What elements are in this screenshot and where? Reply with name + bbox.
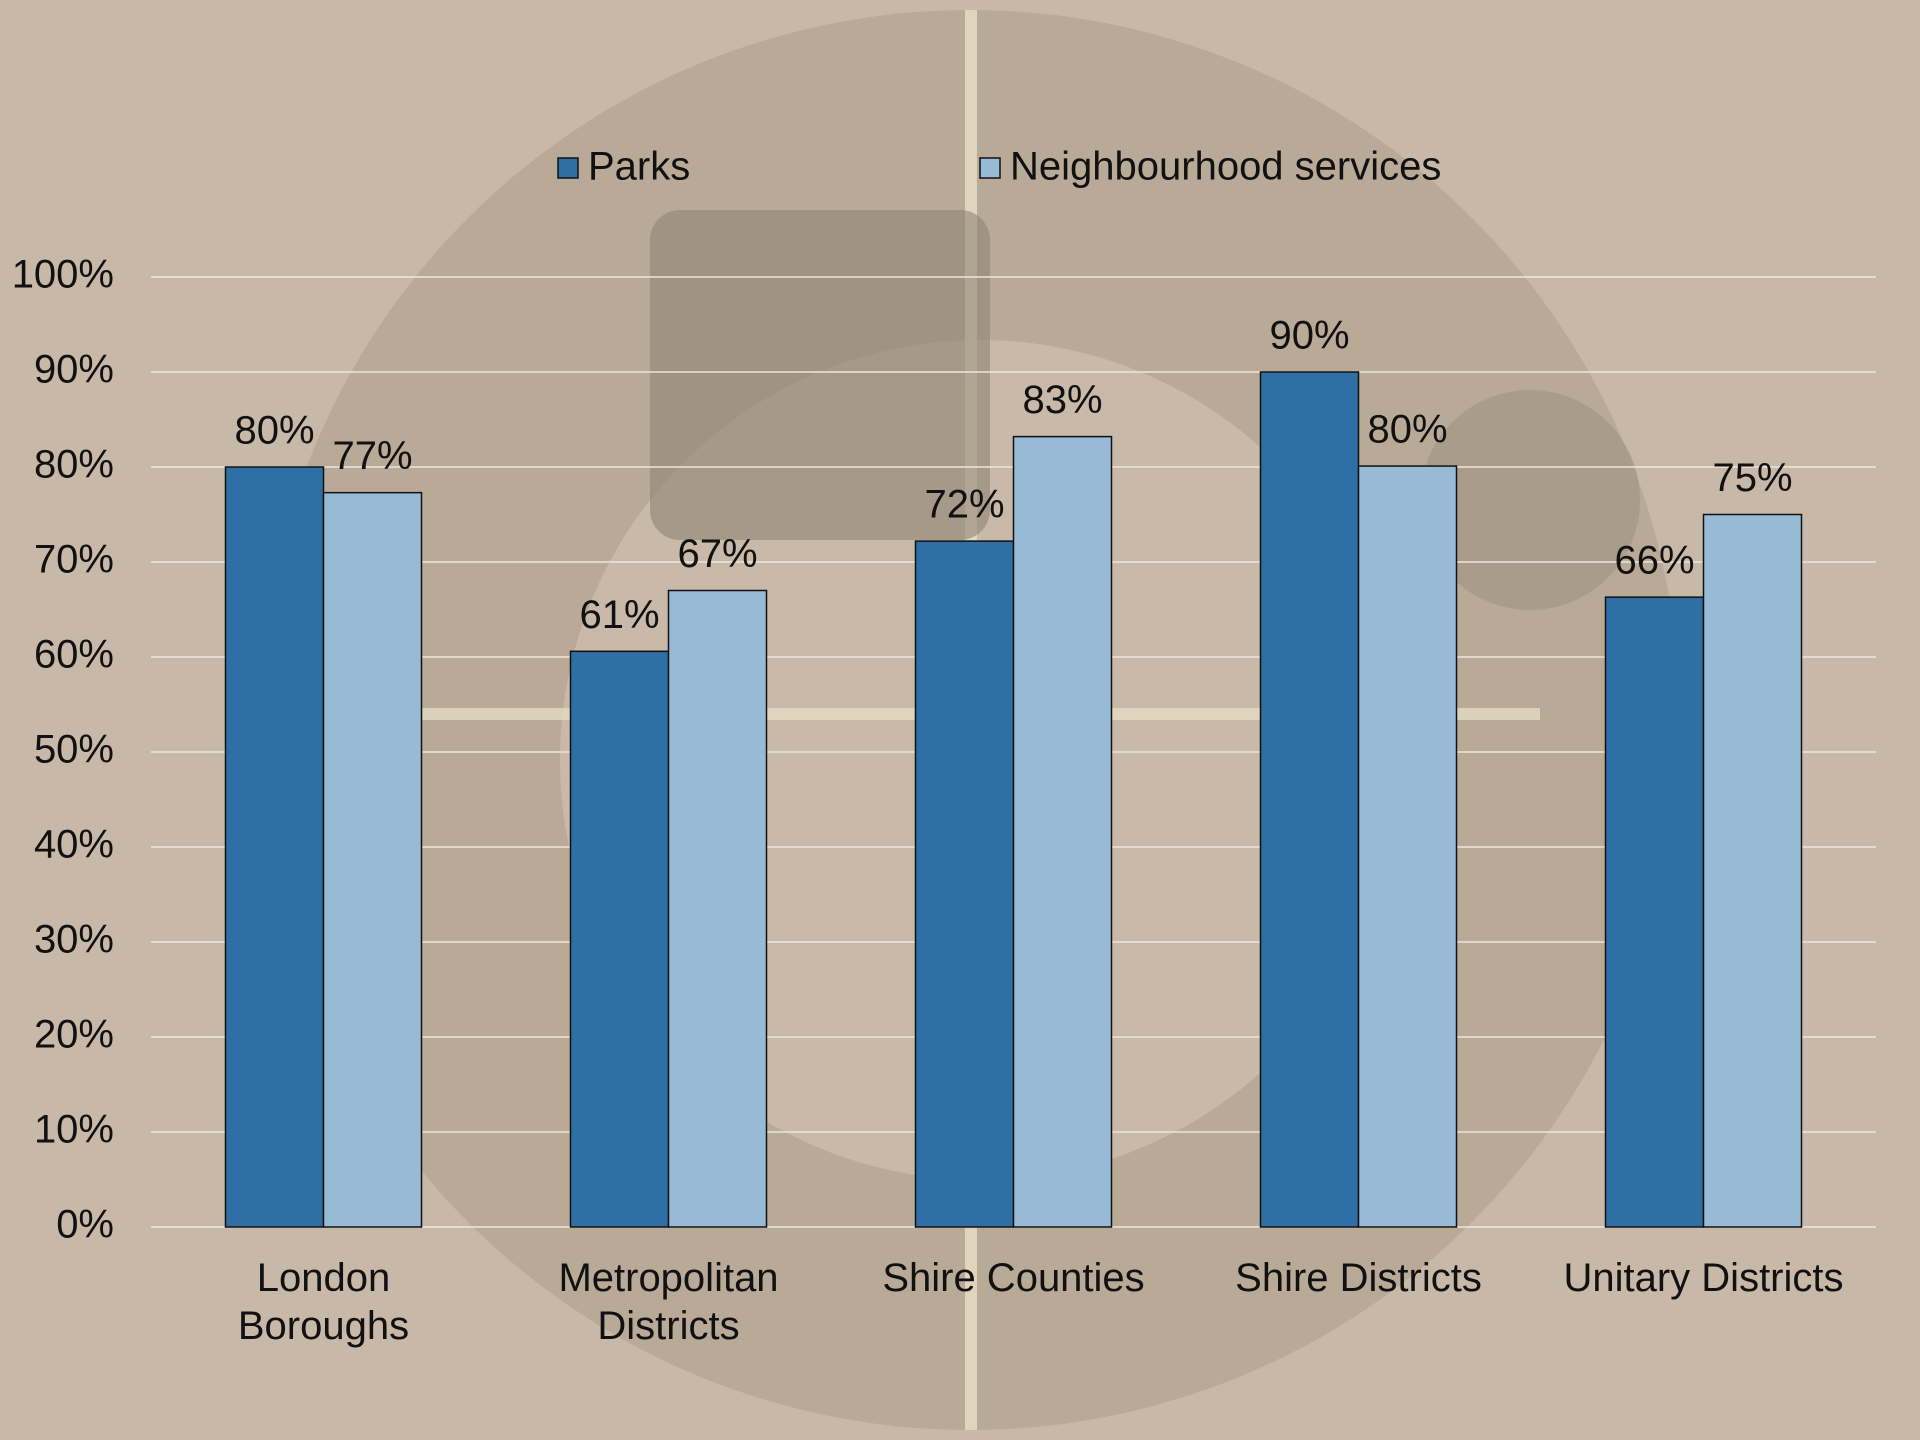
bar: [226, 467, 324, 1227]
x-tick-label: London Boroughs: [174, 1254, 474, 1350]
y-tick-label: 60%: [34, 633, 114, 677]
y-tick-label: 80%: [34, 443, 114, 487]
legend-label: Neighbourhood services: [1010, 145, 1441, 189]
y-tick-label: 10%: [34, 1108, 114, 1152]
value-label: 83%: [1022, 378, 1102, 422]
value-label: 80%: [234, 409, 314, 453]
value-label: 75%: [1712, 456, 1792, 500]
x-tick-label: Unitary Districts: [1554, 1254, 1854, 1302]
bar: [669, 591, 767, 1228]
x-tick-label: Shire Counties: [864, 1254, 1164, 1302]
x-tick-label: Metropolitan Districts: [519, 1254, 819, 1350]
y-tick-label: 30%: [34, 918, 114, 962]
bar: [1359, 466, 1457, 1227]
value-label: 72%: [924, 483, 1004, 527]
value-label: 66%: [1614, 539, 1694, 583]
value-label: 90%: [1269, 314, 1349, 358]
legend-swatch: [558, 158, 578, 178]
y-tick-label: 90%: [34, 348, 114, 392]
page: 0% 10% 20% 30% 40% 50% 60% 70% 80% 90% 100% Parks Ne…: [0, 0, 1920, 1440]
bar: [1014, 437, 1112, 1227]
bar: [1606, 597, 1704, 1227]
value-label: 80%: [1367, 408, 1447, 452]
x-tick-label: Shire Districts: [1209, 1254, 1509, 1302]
legend-label: Parks: [588, 145, 690, 189]
value-label: 61%: [579, 593, 659, 637]
bar: [916, 541, 1014, 1227]
y-tick-label: 70%: [34, 538, 114, 582]
bar: [1261, 372, 1359, 1227]
y-tick-label: 100%: [12, 253, 114, 297]
chart: 0% 10% 20% 30% 40% 50% 60% 70% 80% 90% 100% Parks Ne…: [0, 0, 1920, 1440]
bar: [571, 651, 669, 1227]
value-label: 77%: [332, 434, 412, 478]
bar: [1704, 515, 1802, 1228]
y-tick-label: 0%: [56, 1203, 114, 1247]
bar: [324, 493, 422, 1227]
y-tick-label: 40%: [34, 823, 114, 867]
y-tick-label: 20%: [34, 1013, 114, 1057]
value-label: 67%: [677, 532, 757, 576]
legend-swatch: [980, 158, 1000, 178]
y-tick-label: 50%: [34, 728, 114, 772]
